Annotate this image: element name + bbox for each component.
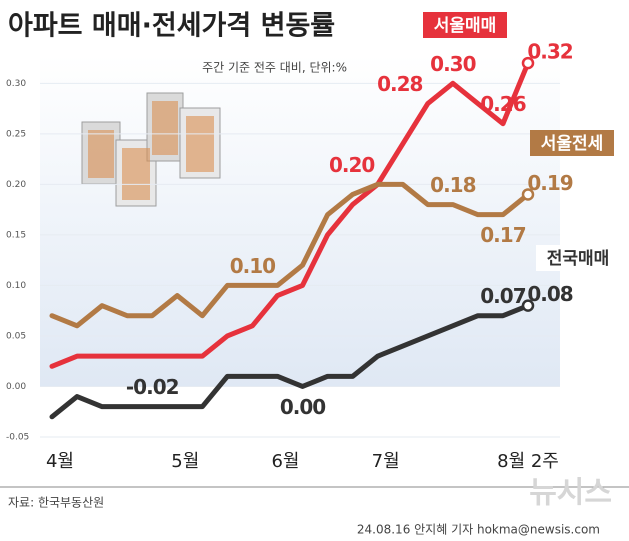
data-label: 0.20 xyxy=(329,153,374,177)
credit: 24.08.16 안지혜 기자 hokma@newsis.com xyxy=(357,523,600,537)
source: 자료: 한국부동산원 xyxy=(8,496,104,510)
legend-label: 서울전세 xyxy=(541,134,604,154)
legend-label: 서울매매 xyxy=(434,16,497,36)
chart-title: 아파트 매매·전세가격 변동률 xyxy=(8,11,335,42)
end-marker xyxy=(521,299,535,312)
y-tick-label: 0.10 xyxy=(6,281,26,291)
plot-background xyxy=(40,55,560,387)
y-tick-label: 0.25 xyxy=(6,129,26,139)
data-label: 0.30 xyxy=(430,52,475,76)
data-label: 0.00 xyxy=(280,395,325,419)
end-marker xyxy=(521,188,535,201)
series-name-box xyxy=(423,12,507,38)
y-tick-label: 0.05 xyxy=(6,331,26,341)
series-line xyxy=(49,303,531,420)
x-tick-label: 7월 xyxy=(372,451,400,472)
series-line xyxy=(49,60,531,369)
y-tick-label: 0.20 xyxy=(6,180,26,190)
data-label: 0.28 xyxy=(377,72,422,96)
data-label: 0.18 xyxy=(430,173,475,197)
series-name-box xyxy=(530,130,614,156)
data-label: 0.08 xyxy=(527,282,572,306)
y-tick-label: 0.30 xyxy=(6,79,26,89)
data-label: 0.07 xyxy=(480,284,525,308)
watermark: 뉴시스 xyxy=(529,476,612,511)
data-label: 0.32 xyxy=(527,40,572,64)
buildings-illustration xyxy=(81,92,221,207)
x-tick-label: 6월 xyxy=(271,451,299,472)
data-label: 0.10 xyxy=(230,254,275,278)
legend-label: 전국매매 xyxy=(547,249,610,269)
x-tick-label: 8월 2주 xyxy=(497,451,559,472)
data-label: -0.02 xyxy=(126,375,179,399)
y-tick-label: -0.05 xyxy=(6,433,29,443)
series-line xyxy=(49,181,531,329)
x-tick-label: 4월 xyxy=(46,451,74,472)
data-label: 0.26 xyxy=(480,92,525,116)
data-label: 0.17 xyxy=(480,223,525,247)
y-tick-label: 0.15 xyxy=(6,230,26,240)
x-tick-label: 5월 xyxy=(171,451,199,472)
data-label: 0.19 xyxy=(527,171,572,195)
y-tick-label: 0.00 xyxy=(6,382,26,392)
end-marker xyxy=(521,56,535,70)
subtitle: 주간 기준 전주 대비, 단위:% xyxy=(202,61,347,75)
series-name-box xyxy=(536,245,620,271)
